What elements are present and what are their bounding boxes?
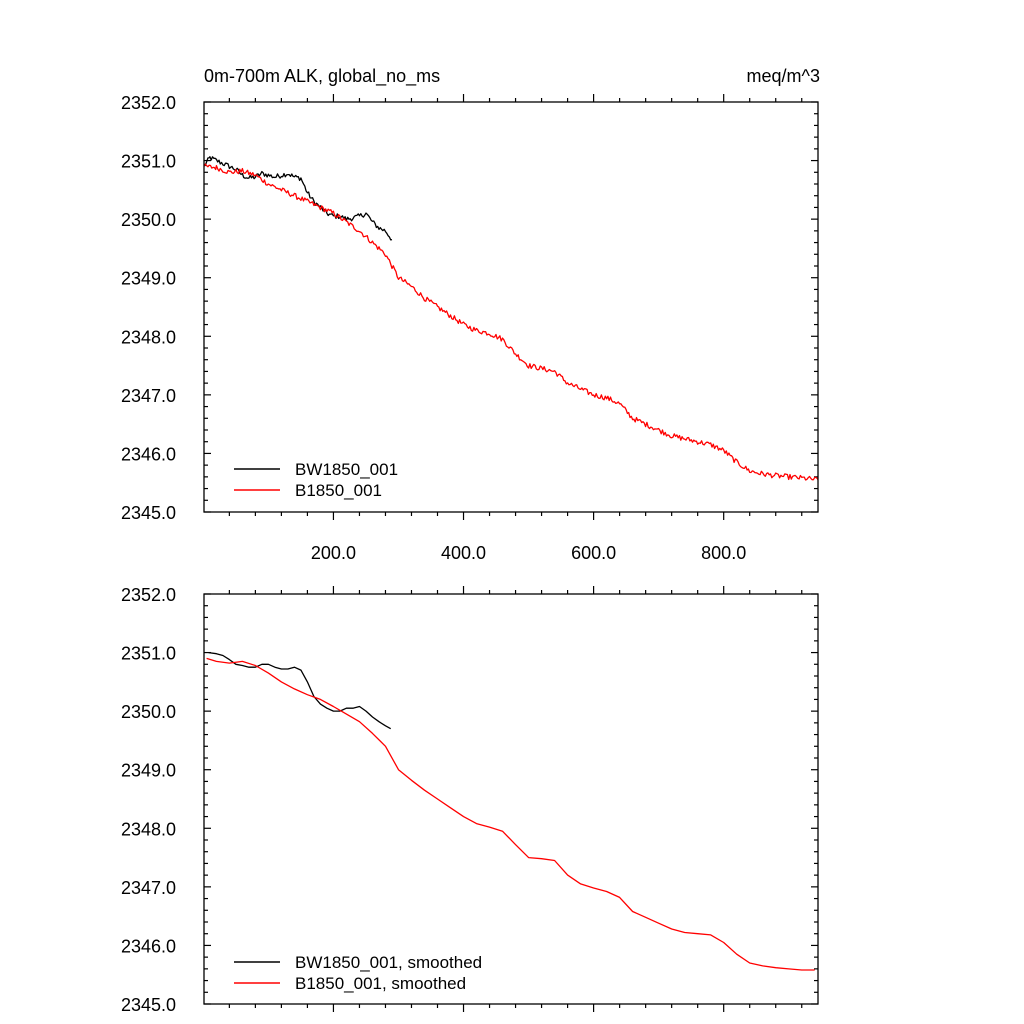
y-tick-label: 2346.0 [121, 444, 176, 464]
top-chart-panel: 0m-700m ALK, global_no_ms meq/m^3 2345.0… [121, 66, 820, 563]
series-line-b1850-001-smoothed [206, 657, 815, 971]
bottom-chart-ticks [204, 586, 818, 1012]
y-tick-label: 2350.0 [121, 210, 176, 230]
bottom-chart-y-tick-labels: 2345.0 2346.0 2347.0 2348.0 2349.0 2350.0 2351… [121, 585, 176, 1015]
legend-label-b1850: B1850_001 [295, 481, 382, 500]
y-tick-label: 2345.0 [121, 995, 176, 1015]
top-chart-x-tick-labels: 200.0 400.0 600.0 800.0 [311, 543, 746, 563]
y-tick-label: 2348.0 [121, 327, 176, 347]
y-tick-label: 2346.0 [121, 936, 176, 956]
bottom-chart-legend: BW1850_001, smoothed B1850_001, smoothed [234, 953, 482, 993]
chart-units-label: meq/m^3 [747, 66, 820, 86]
series-line-bw1850-001 [203, 156, 393, 241]
bottom-chart-plot-frame [203, 593, 819, 1005]
y-tick-label: 2348.0 [121, 819, 176, 839]
y-tick-label: 2345.0 [121, 503, 176, 523]
y-tick-label: 2351.0 [121, 152, 176, 172]
x-tick-label: 600.0 [571, 543, 616, 563]
top-chart-plot-frame [203, 101, 819, 513]
series-line-bw1850-001-smoothed [208, 651, 392, 730]
x-tick-label: 800.0 [701, 543, 746, 563]
y-tick-label: 2350.0 [121, 702, 176, 722]
x-tick-label: 400.0 [441, 543, 486, 563]
top-chart-series [203, 156, 819, 481]
y-tick-label: 2349.0 [121, 761, 176, 781]
x-tick-label: 200.0 [311, 543, 356, 563]
top-chart-y-tick-labels: 2345.0 2346.0 2347.0 2348.0 2349.0 2350.0 2351… [121, 93, 176, 523]
series-line-b1850-001 [203, 163, 819, 481]
legend-label-bw1850-smoothed: BW1850_001, smoothed [295, 953, 482, 972]
y-tick-label: 2347.0 [121, 878, 176, 898]
legend-label-bw1850: BW1850_001 [295, 460, 398, 479]
bottom-chart-panel: 2345.0 2346.0 2347.0 2348.0 2349.0 2350.0 2351… [121, 585, 819, 1015]
y-tick-label: 2352.0 [121, 585, 176, 605]
y-tick-label: 2351.0 [121, 644, 176, 664]
top-chart-legend: BW1850_001 B1850_001 [234, 460, 398, 500]
y-tick-label: 2352.0 [121, 93, 176, 113]
legend-label-b1850-smoothed: B1850_001, smoothed [295, 974, 466, 993]
bottom-chart-series [206, 651, 815, 971]
y-tick-label: 2349.0 [121, 269, 176, 289]
chart-title-left: 0m-700m ALK, global_no_ms [204, 66, 440, 87]
y-tick-label: 2347.0 [121, 386, 176, 406]
top-chart-ticks [204, 94, 818, 520]
